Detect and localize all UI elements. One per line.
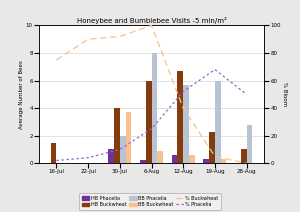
Bar [209,131,215,163]
Bar [120,136,125,163]
Bar [247,125,252,163]
Bar [172,155,178,163]
% Buckwheat [118,35,122,38]
Bar [241,149,247,163]
Bar [220,159,226,163]
% Phacelia [86,156,90,159]
Legend: HB Phacelia, HB Buckwheat, BB Phacelia, BB Buckwheat, % Buckwheat, % Phacelia: HB Phacelia, HB Buckwheat, BB Phacelia, … [79,193,221,210]
Line: % Phacelia: % Phacelia [56,70,247,160]
Bar [51,142,56,163]
% Phacelia [245,93,248,96]
% Buckwheat [150,24,153,27]
% Phacelia [213,68,217,71]
% Phacelia [55,159,58,162]
Bar [157,151,163,163]
% Phacelia [118,148,122,151]
% Buckwheat [182,107,185,109]
Bar [114,108,120,163]
% Buckwheat [213,155,217,158]
Bar [125,112,131,163]
Bar [140,160,146,163]
% Phacelia [182,90,185,93]
Title: Honeybee and Bumblebee Visits -5 min/m²: Honeybee and Bumblebee Visits -5 min/m² [76,17,226,24]
% Phacelia [150,127,153,130]
% Buckwheat [245,162,248,165]
% Buckwheat [55,59,58,61]
Bar [203,159,209,163]
Y-axis label: Average Number of Bees: Average Number of Bees [20,60,24,129]
Bar [215,81,220,163]
Bar [183,85,189,163]
Bar [146,81,152,163]
Y-axis label: % Bloom: % Bloom [282,82,287,106]
Line: % Buckwheat: % Buckwheat [56,25,247,163]
Bar [178,71,183,163]
Bar [152,53,157,163]
Bar [108,149,114,163]
Bar [189,155,195,163]
% Buckwheat [86,38,90,40]
